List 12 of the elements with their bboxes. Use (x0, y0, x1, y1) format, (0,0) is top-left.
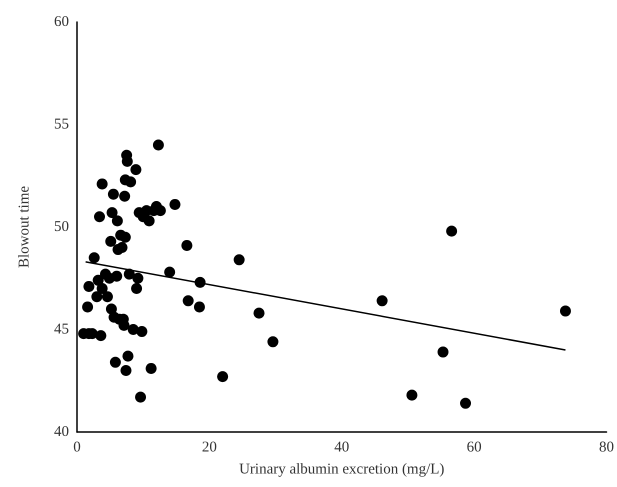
y-tick-label: 40 (54, 424, 69, 440)
y-tick-label: 45 (54, 322, 69, 338)
y-tick-label: 50 (54, 219, 69, 235)
x-tick-label: 60 (466, 440, 482, 456)
x-axis-title: Urinary albumin excretion (mg/L) (239, 462, 444, 478)
x-tick-label: 20 (202, 440, 217, 456)
y-tick-label: 55 (54, 116, 69, 132)
y-axis-title: Blowout time (16, 186, 32, 268)
x-tick-label: 40 (334, 440, 350, 456)
y-tick-label: 60 (54, 14, 69, 30)
x-tick-label: 80 (599, 440, 614, 456)
x-tick-label: 0 (73, 440, 81, 456)
